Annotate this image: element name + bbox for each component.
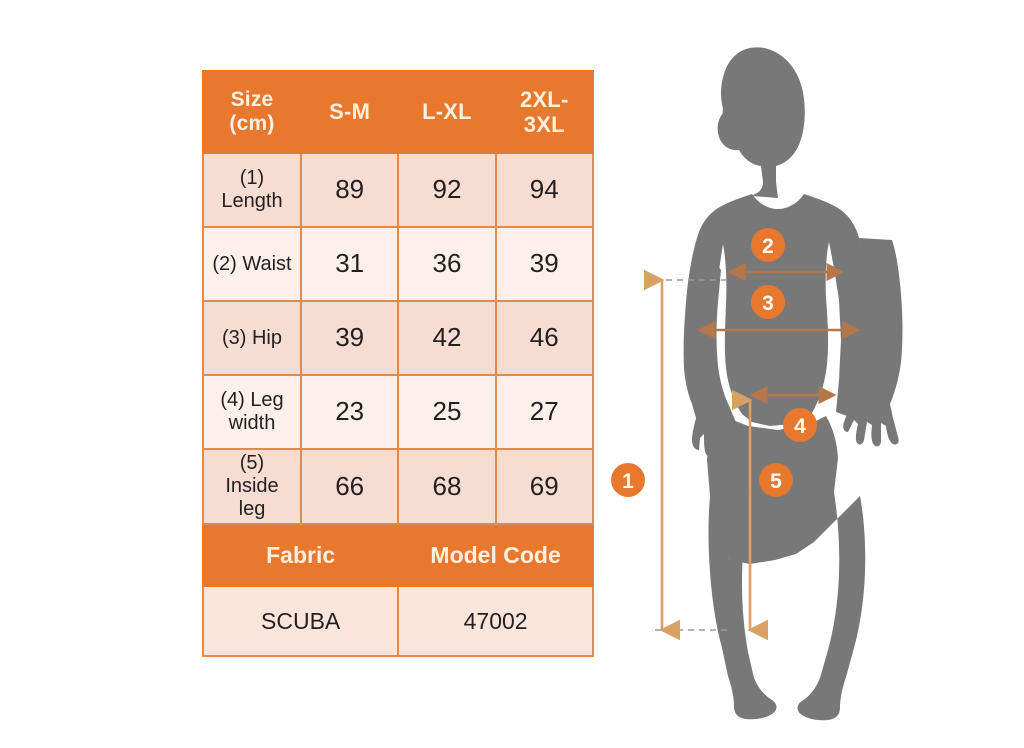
- table-row-hip: (3) Hip 39 42 46: [202, 300, 594, 376]
- row-label-length-line1: (1): [239, 167, 265, 189]
- cell-hip-2xl3xl: 46: [494, 300, 594, 376]
- cell-length-sm: 89: [299, 152, 400, 228]
- row-label-length: (1) Length: [202, 152, 302, 228]
- cell-waist-2xl3xl: 39: [494, 226, 594, 302]
- row-label-hip: (3) Hip: [202, 300, 302, 376]
- footer-header-model-code: Model Code: [397, 523, 594, 587]
- table-header-row: Size (cm) S-M L-XL 2XL- 3XL: [202, 70, 594, 154]
- measure-marker-1: 1: [611, 463, 645, 497]
- footer-value-row: SCUBA 47002: [201, 585, 594, 657]
- cell-length-lxl: 92: [397, 152, 497, 228]
- table-header: Size (cm) S-M L-XL 2XL- 3XL: [202, 70, 594, 154]
- measurement-diagram: 1 2 3 4: [600, 30, 1020, 730]
- cell-waist-sm: 31: [299, 226, 400, 302]
- cell-leg-width-lxl: 25: [397, 374, 497, 450]
- cell-leg-width-sm: 23: [299, 374, 400, 450]
- header-size-unit: Size (cm): [202, 70, 302, 154]
- measure-marker-1-label: 1: [622, 470, 634, 493]
- header-col-2xl3xl-line2: 3XL: [523, 112, 565, 137]
- footer-header-row: Fabric Model Code: [201, 523, 594, 587]
- row-label-leg-width-line2: width: [228, 412, 276, 434]
- header-size-line1: Size: [230, 87, 274, 111]
- cell-inside-leg-sm: 66: [299, 448, 400, 525]
- row-label-leg-width: (4) Leg width: [202, 374, 302, 450]
- cell-hip-lxl: 42: [397, 300, 497, 376]
- measure-marker-2-label: 2: [762, 235, 774, 258]
- measure-line-1-length: [643, 269, 730, 641]
- size-chart-table-container: Size (cm) S-M L-XL 2XL- 3XL (1) Length: [201, 70, 594, 657]
- table-row-waist: (2) Waist 31 36 39: [202, 226, 594, 302]
- measure-marker-3: 3: [751, 285, 785, 319]
- footer-value-model-code: 47002: [397, 585, 594, 657]
- header-col-2xl3xl-line1: 2XL-: [520, 86, 569, 112]
- row-label-length-line2: Length: [221, 190, 283, 212]
- table-body: (1) Length 89 92 94 (2) Waist 31 36 39 (…: [202, 152, 594, 525]
- female-silhouette-icon: [683, 47, 903, 721]
- measure-marker-4-label: 4: [794, 415, 806, 438]
- footer-value-fabric: SCUBA: [201, 585, 400, 657]
- measure-marker-5-label: 5: [770, 470, 782, 493]
- measure-marker-5: 5: [759, 463, 793, 497]
- table-row-length: (1) Length 89 92 94: [202, 152, 594, 228]
- size-chart-table: Size (cm) S-M L-XL 2XL- 3XL (1) Length: [201, 70, 594, 657]
- header-col-sm: S-M: [299, 70, 400, 154]
- cell-waist-lxl: 36: [397, 226, 497, 302]
- cell-inside-leg-2xl3xl: 69: [494, 448, 594, 525]
- row-label-waist: (2) Waist: [202, 226, 302, 302]
- row-label-inside-leg-line3: leg: [238, 498, 266, 520]
- header-col-lxl: L-XL: [397, 70, 497, 154]
- measure-marker-2: 2: [751, 228, 785, 262]
- measure-marker-4: 4: [783, 408, 817, 442]
- row-label-leg-width-line1: (4) Leg: [220, 389, 284, 411]
- cell-length-2xl3xl: 94: [494, 152, 594, 228]
- row-label-inside-leg-line2: Inside: [225, 475, 279, 497]
- measure-marker-3-label: 3: [762, 292, 774, 315]
- header-col-2xl3xl: 2XL- 3XL: [494, 70, 594, 154]
- header-size-line2: (cm): [229, 112, 275, 135]
- table-footer: Fabric Model Code SCUBA 47002: [201, 523, 594, 657]
- table-row-leg-width: (4) Leg width 23 25 27: [202, 374, 594, 450]
- table-row-inside-leg: (5) Inside leg 66 68 69: [202, 448, 594, 525]
- cell-leg-width-2xl3xl: 27: [494, 374, 594, 450]
- cell-hip-sm: 39: [299, 300, 400, 376]
- row-label-inside-leg: (5) Inside leg: [202, 448, 302, 525]
- footer-header-fabric: Fabric: [201, 523, 400, 587]
- cell-inside-leg-lxl: 68: [397, 448, 497, 525]
- row-label-inside-leg-line1: (5): [239, 452, 265, 474]
